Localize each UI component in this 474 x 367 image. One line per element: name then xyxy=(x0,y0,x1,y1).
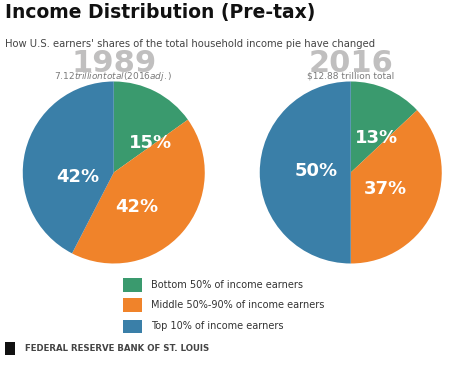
Text: Top 10% of income earners: Top 10% of income earners xyxy=(151,321,283,331)
Text: Bottom 50% of income earners: Bottom 50% of income earners xyxy=(151,280,302,290)
Wedge shape xyxy=(72,120,205,264)
Text: 1989: 1989 xyxy=(71,49,156,78)
Text: Middle 50%-90% of income earners: Middle 50%-90% of income earners xyxy=(151,300,324,310)
Text: $7.12 trillion total (2016 adj. $): $7.12 trillion total (2016 adj. $) xyxy=(55,69,173,83)
Text: How U.S. earners' shares of the total household income pie have changed: How U.S. earners' shares of the total ho… xyxy=(5,39,375,49)
Wedge shape xyxy=(351,110,442,264)
Text: 13%: 13% xyxy=(355,129,398,147)
Wedge shape xyxy=(260,81,351,264)
Bar xyxy=(123,279,142,292)
Bar xyxy=(123,320,142,333)
Text: 42%: 42% xyxy=(56,168,99,186)
Text: 37%: 37% xyxy=(364,180,407,198)
Text: FEDERAL RESERVE BANK OF ST. LOUIS: FEDERAL RESERVE BANK OF ST. LOUIS xyxy=(25,344,209,353)
Wedge shape xyxy=(23,81,114,253)
Bar xyxy=(5,342,15,355)
Text: 42%: 42% xyxy=(115,198,158,216)
Wedge shape xyxy=(351,81,417,172)
Bar xyxy=(123,298,142,312)
Text: 50%: 50% xyxy=(295,162,338,180)
Text: 2016: 2016 xyxy=(308,49,393,78)
Text: $12.88 trillion total: $12.88 trillion total xyxy=(307,72,394,80)
Text: 15%: 15% xyxy=(128,134,172,152)
Wedge shape xyxy=(114,81,188,172)
Text: Income Distribution (Pre-tax): Income Distribution (Pre-tax) xyxy=(5,3,315,22)
